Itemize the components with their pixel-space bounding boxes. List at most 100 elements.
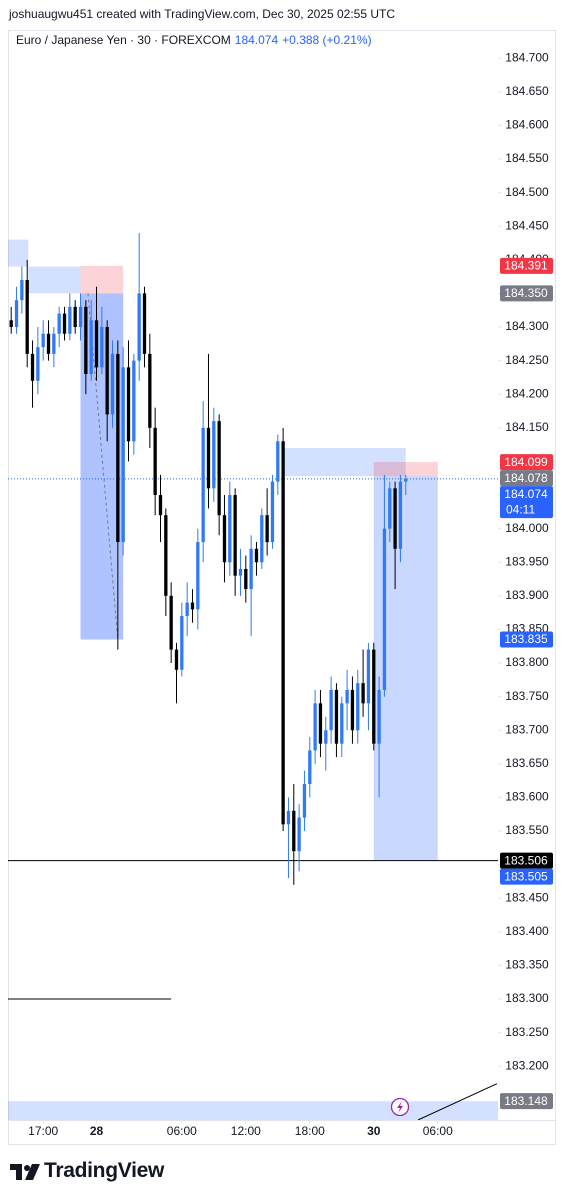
y-tick-label: 183.200 bbox=[505, 1058, 549, 1072]
price-label: 183.835 bbox=[504, 632, 548, 646]
drawn-line bbox=[87, 293, 119, 640]
candle-body bbox=[345, 689, 349, 704]
candle-body bbox=[84, 306, 88, 375]
candle-body bbox=[308, 750, 312, 784]
change: +0.388 (+0.21%) bbox=[282, 33, 372, 47]
price-label: 184.099 bbox=[504, 455, 548, 469]
candle-body bbox=[169, 595, 173, 650]
position-zone bbox=[28, 266, 81, 294]
chart: 183.200 183.250 183.300 183.350 183.400 183.4… bbox=[8, 30, 556, 1145]
candle-body bbox=[356, 683, 360, 731]
price-label-bg bbox=[500, 257, 553, 274]
candle-body bbox=[116, 353, 120, 543]
candle-body bbox=[361, 683, 365, 704]
candle-body bbox=[313, 703, 317, 751]
candle-body bbox=[233, 495, 237, 576]
y-tick-label: 183.700 bbox=[505, 722, 549, 736]
candle-body bbox=[206, 427, 211, 489]
candle-body bbox=[30, 353, 35, 381]
legend: Euro / Japanese Yen · 30 · FOREXCOM 184.0… bbox=[16, 33, 372, 47]
logo-icon bbox=[10, 1164, 40, 1180]
candle-body bbox=[238, 568, 243, 576]
candle-body bbox=[36, 347, 40, 381]
candle-body bbox=[158, 495, 163, 516]
y-tick-label: 183.900 bbox=[505, 588, 549, 602]
x-tick-label: 17:00 bbox=[28, 1124, 58, 1138]
x-tick-label: 18:00 bbox=[295, 1124, 325, 1138]
candle-body bbox=[62, 313, 67, 334]
y-tick-label: 183.250 bbox=[505, 1025, 549, 1039]
y-tick-label: 184.650 bbox=[505, 84, 549, 98]
candle-body bbox=[68, 306, 72, 334]
price-label-bg bbox=[500, 454, 553, 471]
candle-body bbox=[249, 548, 253, 590]
candle-body bbox=[393, 488, 397, 549]
price-label: 183.506 bbox=[504, 853, 548, 867]
candle-body bbox=[244, 568, 248, 590]
candle-body bbox=[110, 353, 115, 415]
candle-body bbox=[302, 783, 307, 818]
candle-body bbox=[265, 515, 269, 543]
y-tick-label: 184.450 bbox=[505, 218, 549, 232]
candle-body bbox=[297, 817, 301, 852]
alert-icon[interactable] bbox=[390, 1097, 410, 1117]
candle-body bbox=[142, 293, 147, 354]
candle-body bbox=[137, 293, 141, 361]
y-tick-label: 183.950 bbox=[505, 554, 549, 568]
x-tick-label: 06:00 bbox=[167, 1124, 197, 1138]
x-tick-label: 30 bbox=[367, 1124, 381, 1138]
candle-body bbox=[126, 367, 131, 442]
candle-body bbox=[164, 515, 168, 596]
price-label: 183.505 bbox=[504, 869, 548, 883]
candle-body bbox=[73, 306, 77, 328]
candle-body bbox=[286, 810, 291, 825]
candle-body bbox=[318, 703, 323, 744]
position-zone bbox=[8, 1101, 498, 1120]
y-tick-label: 183.600 bbox=[505, 790, 549, 804]
symbol: Euro / Japanese Yen · 30 · FOREXCOM bbox=[16, 33, 231, 47]
y-tick-label: 184.000 bbox=[505, 521, 549, 535]
candle-body bbox=[148, 353, 152, 428]
candle-body bbox=[25, 279, 29, 354]
y-tick-label: 183.350 bbox=[505, 958, 549, 972]
candle-body bbox=[260, 515, 264, 563]
candle-body bbox=[329, 689, 333, 731]
position-zone bbox=[373, 462, 438, 477]
y-tick-label: 183.800 bbox=[505, 655, 549, 669]
candle-body bbox=[121, 367, 125, 543]
y-tick-label: 184.700 bbox=[505, 50, 549, 64]
candle-body bbox=[372, 649, 376, 744]
y-tick-label: 183.400 bbox=[505, 924, 549, 938]
countdown: 04:11 bbox=[506, 502, 535, 516]
candle-body bbox=[350, 689, 355, 731]
y-tick-label: 184.150 bbox=[505, 420, 549, 434]
candle-body bbox=[366, 649, 371, 704]
y-tick-label: 184.500 bbox=[505, 185, 549, 199]
candle-body bbox=[174, 649, 179, 670]
candle-body bbox=[270, 481, 275, 543]
price-label-bg bbox=[500, 631, 553, 648]
candle-body bbox=[89, 320, 93, 375]
position-zone bbox=[8, 239, 29, 267]
candle-body bbox=[52, 333, 56, 354]
price-label-bg bbox=[500, 470, 553, 487]
last-price: 184.074 bbox=[234, 33, 279, 47]
price-label: 184.391 bbox=[504, 259, 548, 273]
credit: joshuaugwu451 created with TradingView.c… bbox=[9, 7, 396, 21]
y-tick-label: 183.550 bbox=[505, 823, 549, 837]
candle-body bbox=[292, 810, 296, 852]
candle-body bbox=[404, 478, 408, 482]
candle-body bbox=[196, 542, 200, 610]
price-label-bg bbox=[500, 486, 553, 519]
price-label-bg bbox=[500, 852, 553, 869]
price-label: 184.078 bbox=[504, 471, 548, 485]
price-label-bg bbox=[500, 1093, 553, 1110]
y-tick-label: 184.250 bbox=[505, 353, 549, 367]
candle-body bbox=[41, 333, 45, 348]
candle-body bbox=[222, 515, 227, 563]
candle-body bbox=[377, 689, 381, 744]
candle-body bbox=[382, 528, 387, 690]
position-zone bbox=[80, 265, 124, 294]
candle-body bbox=[46, 333, 51, 354]
price-label: 184.350 bbox=[504, 286, 548, 300]
